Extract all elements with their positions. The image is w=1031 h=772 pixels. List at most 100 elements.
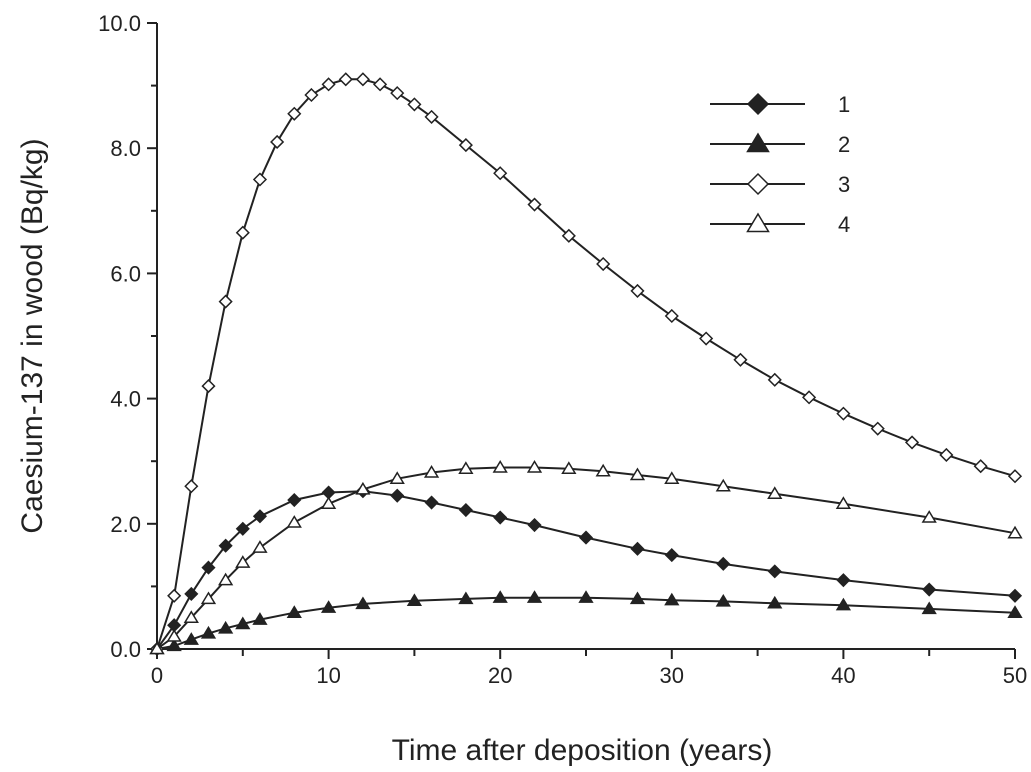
data-point [167, 588, 182, 603]
data-point [390, 86, 405, 101]
legend-entry: 3 [710, 172, 850, 197]
y-tick-label: 2.0 [110, 512, 141, 537]
legend-entry: 4 [710, 212, 850, 237]
data-point [630, 541, 645, 556]
series-4 [149, 460, 1023, 655]
legend-label: 4 [838, 212, 850, 237]
data-point [286, 605, 302, 618]
data-point [492, 460, 508, 473]
data-point [716, 556, 731, 571]
y-axis-title: Caesium-137 in wood (Bq/kg) [16, 138, 49, 533]
data-point [355, 72, 370, 87]
legend-marker [746, 172, 770, 196]
data-point [287, 492, 302, 508]
data-point [836, 573, 851, 588]
data-point [578, 530, 594, 545]
legend-label: 3 [838, 172, 850, 197]
data-point [870, 421, 885, 436]
legend-marker [746, 92, 770, 116]
data-point [629, 591, 646, 605]
data-point [458, 461, 474, 474]
data-point [424, 495, 439, 510]
data-point [664, 308, 679, 324]
data-point [1007, 605, 1023, 618]
data-point [218, 572, 234, 586]
x-tick-label: 10 [316, 663, 340, 688]
data-point [526, 590, 543, 603]
data-point [287, 106, 302, 121]
data-point [252, 612, 268, 625]
data-point [835, 496, 852, 510]
data-point [836, 406, 851, 421]
data-point [406, 593, 423, 607]
data-point [235, 521, 250, 536]
data-point [200, 591, 217, 605]
data-point [201, 379, 216, 394]
data-point [183, 610, 199, 623]
data-point [595, 463, 611, 477]
data-point [699, 331, 714, 346]
data-point [561, 461, 577, 474]
data-point [183, 632, 199, 645]
data-point [218, 620, 234, 634]
series-2 [149, 590, 1023, 655]
data-point [835, 597, 852, 611]
x-tick-label: 30 [660, 663, 684, 688]
y-tick-label: 0.0 [110, 637, 141, 662]
data-point [596, 256, 611, 272]
y-tick-label: 8.0 [110, 136, 141, 161]
data-point [184, 586, 199, 601]
data-point [921, 510, 937, 523]
data-point [200, 625, 217, 639]
y-tick-label: 10.0 [98, 11, 141, 36]
data-point [527, 517, 542, 533]
data-point [252, 540, 268, 553]
data-point [235, 225, 250, 240]
data-point [561, 228, 576, 243]
data-point [235, 555, 251, 568]
data-point [321, 77, 336, 92]
data-point [767, 564, 782, 579]
data-point [664, 548, 679, 563]
legend-entry: 1 [710, 92, 850, 117]
series-1 [149, 484, 1023, 657]
data-point [973, 459, 988, 474]
series-3 [149, 72, 1023, 657]
data-point [1007, 469, 1023, 484]
data-point [252, 509, 268, 524]
data-point [733, 352, 748, 367]
axes-frame [156, 23, 1015, 650]
legend-entry: 2 [710, 132, 850, 157]
data-point [493, 166, 508, 181]
x-tick-label: 20 [488, 663, 512, 688]
data-point [629, 467, 646, 481]
data-point [664, 592, 680, 606]
data-point [320, 600, 337, 613]
data-point [904, 435, 920, 450]
series-line-4 [156, 466, 1016, 650]
series-line-3 [156, 78, 1016, 650]
legend-marker [746, 132, 770, 153]
data-point [527, 197, 542, 212]
data-point [1007, 588, 1023, 603]
data-point [715, 593, 731, 607]
data-point [921, 601, 937, 615]
x-tick-label: 40 [831, 663, 855, 688]
data-point [423, 465, 440, 478]
data-point [407, 97, 422, 112]
data-point [252, 172, 268, 187]
data-point [184, 479, 199, 494]
data-point [166, 638, 182, 652]
data-point [1007, 525, 1023, 539]
data-point [715, 478, 731, 492]
data-point [424, 109, 439, 124]
data-point [922, 582, 937, 597]
data-point [664, 471, 680, 484]
data-point [767, 486, 783, 500]
data-point [390, 488, 405, 503]
legend-marker [746, 212, 770, 233]
data-point [373, 77, 388, 92]
data-point [802, 390, 817, 405]
data-point [389, 471, 405, 484]
